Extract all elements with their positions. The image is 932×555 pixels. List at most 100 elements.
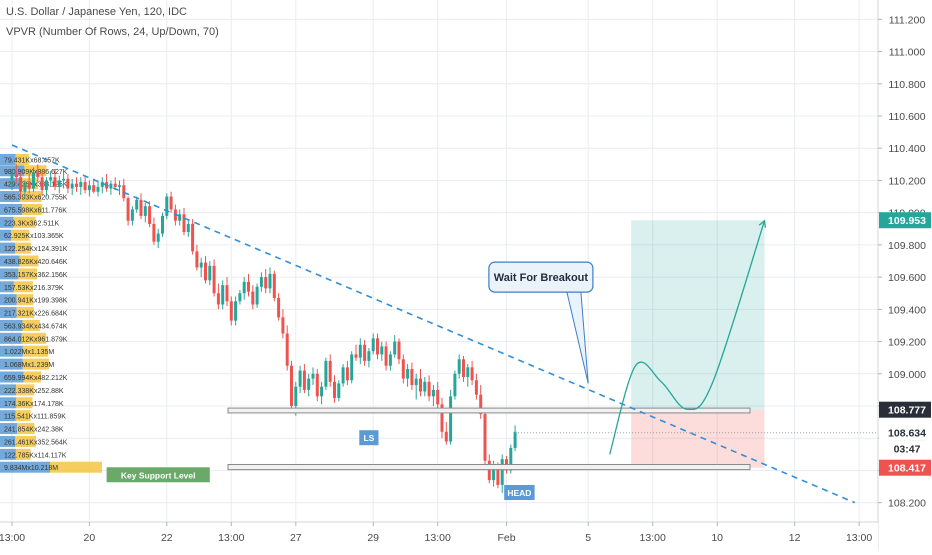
candle-body[interactable] [32, 172, 35, 189]
price-axis[interactable]: 111.200 111.000 110.800 110.600 110.400 110.2… [877, 0, 932, 550]
candle-body[interactable] [384, 346, 388, 366]
candle-body[interactable] [126, 198, 130, 221]
candle-body[interactable] [363, 344, 367, 361]
candle-body[interactable] [135, 199, 139, 210]
candle-body[interactable] [393, 341, 397, 355]
candle-body[interactable] [294, 386, 298, 406]
candle-body[interactable] [152, 223, 156, 242]
candle-body[interactable] [341, 367, 345, 384]
candle-body[interactable] [431, 389, 435, 397]
price-tag[interactable] [879, 212, 931, 229]
candle-body[interactable] [302, 370, 306, 390]
candle-body[interactable] [66, 178, 70, 189]
candle-body[interactable] [113, 183, 117, 187]
candle-body[interactable] [272, 273, 276, 299]
candle-body[interactable] [44, 180, 48, 191]
candle-body[interactable] [290, 365, 293, 406]
candle-body[interactable] [307, 378, 311, 390]
candle-body[interactable] [255, 286, 259, 305]
label-badge[interactable] [106, 467, 210, 483]
candle-body[interactable] [345, 367, 349, 381]
candle-body[interactable] [156, 233, 160, 242]
candle-body[interactable] [212, 265, 216, 294]
label-badge[interactable] [359, 430, 379, 446]
candle-body[interactable] [23, 183, 27, 192]
candle-body[interactable] [191, 223, 195, 252]
projection-path[interactable] [609, 220, 766, 455]
candle-body[interactable] [487, 460, 491, 481]
candle-body[interactable] [509, 447, 513, 471]
candle-body[interactable] [496, 465, 500, 485]
drawings-layer[interactable] [11, 144, 878, 504]
support-zone[interactable] [227, 463, 751, 471]
candle-body[interactable] [474, 380, 478, 395]
candle-body[interactable] [53, 177, 57, 187]
candle-body[interactable] [148, 206, 152, 224]
candle-body[interactable] [453, 373, 457, 397]
candle-body[interactable] [57, 180, 61, 187]
candle-body[interactable] [462, 359, 465, 377]
candle-body[interactable] [427, 381, 431, 397]
candle-body[interactable] [130, 209, 134, 221]
candle-body[interactable] [87, 185, 91, 191]
candle-body[interactable] [238, 293, 242, 302]
candle-body[interactable] [221, 285, 225, 305]
candle-body[interactable] [457, 359, 461, 374]
price-tag[interactable] [879, 440, 931, 457]
candle-body[interactable] [397, 341, 401, 360]
candle-body[interactable] [410, 368, 414, 386]
candle-body[interactable] [371, 338, 375, 352]
candle-body[interactable] [358, 344, 362, 358]
candle-body[interactable] [440, 404, 444, 432]
candle-body[interactable] [436, 389, 440, 405]
candle-body[interactable] [444, 431, 448, 442]
trendline[interactable] [11, 144, 856, 504]
candle-body[interactable] [449, 396, 453, 442]
candle-body[interactable] [216, 293, 220, 305]
candle-body[interactable] [419, 378, 422, 392]
candle-body[interactable] [178, 214, 182, 221]
candles-layer[interactable] [10, 164, 517, 493]
candle-body[interactable] [92, 185, 96, 192]
candle-body[interactable] [40, 177, 44, 191]
candle-body[interactable] [367, 351, 371, 361]
candle-body[interactable] [234, 301, 238, 321]
candle-body[interactable] [242, 281, 246, 294]
candle-body[interactable] [259, 277, 263, 287]
candle-body[interactable] [380, 346, 384, 355]
candle-body[interactable] [204, 262, 207, 281]
candle-body[interactable] [513, 431, 517, 448]
candle-body[interactable] [320, 386, 324, 397]
candle-body[interactable] [165, 196, 169, 216]
candle-body[interactable] [350, 354, 354, 381]
price-tag[interactable] [879, 401, 931, 418]
candle-body[interactable] [79, 182, 83, 187]
candle-body[interactable] [268, 273, 272, 289]
candle-body[interactable] [100, 182, 104, 187]
candle-body[interactable] [208, 265, 212, 281]
price-tag[interactable] [879, 459, 931, 476]
candle-body[interactable] [315, 373, 319, 397]
support-zone[interactable] [227, 407, 751, 414]
candle-body[interactable] [143, 206, 147, 216]
candle-body[interactable] [139, 199, 143, 216]
candle-body[interactable] [49, 177, 53, 181]
candle-body[interactable] [182, 214, 186, 232]
candle-body[interactable] [324, 360, 328, 387]
time-axis[interactable]: 13:00 20 22 13:00 27 29 13:00 Feb 5 13:00 10 12 13:0… [0, 521, 878, 550]
candle-body[interactable] [333, 381, 336, 398]
candle-body[interactable] [414, 378, 418, 386]
candle-body[interactable] [169, 196, 173, 210]
candle-body[interactable] [492, 465, 496, 481]
candle-body[interactable] [109, 183, 113, 189]
candle-body[interactable] [70, 183, 74, 189]
candle-body[interactable] [298, 370, 302, 387]
candle-body[interactable] [466, 367, 470, 377]
candle-body[interactable] [10, 174, 14, 181]
candle-body[interactable] [470, 367, 474, 381]
candle-body[interactable] [186, 223, 190, 232]
candle-body[interactable] [229, 301, 233, 321]
candle-body[interactable] [264, 277, 268, 289]
